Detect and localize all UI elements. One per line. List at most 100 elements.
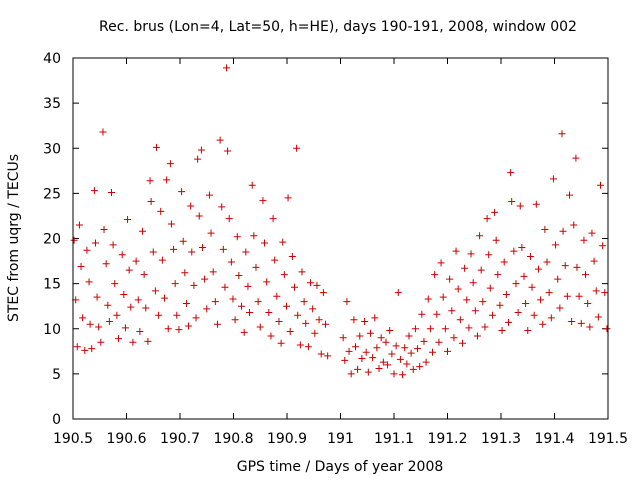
data-point <box>597 181 605 189</box>
data-point <box>218 203 226 211</box>
data-point <box>549 175 557 183</box>
data-point <box>354 365 362 373</box>
data-point <box>469 279 477 287</box>
data-point <box>178 188 186 196</box>
data-point <box>160 294 168 302</box>
data-point <box>284 194 292 202</box>
data-point <box>167 220 175 228</box>
data-point <box>588 229 596 237</box>
data-point <box>263 278 271 286</box>
data-point <box>532 200 540 208</box>
data-point <box>81 346 89 354</box>
data-point <box>418 310 426 318</box>
data-point <box>601 289 609 297</box>
data-point <box>390 370 398 378</box>
data-point <box>399 371 407 379</box>
data-point <box>534 265 542 273</box>
data-point <box>537 296 545 304</box>
data-point <box>187 202 195 210</box>
data-point <box>396 355 404 363</box>
data-point <box>375 364 383 372</box>
data-point <box>414 345 422 353</box>
data-point <box>514 309 522 317</box>
data-point <box>456 316 464 324</box>
data-point <box>563 292 571 300</box>
data-point <box>405 332 413 340</box>
data-point <box>492 236 500 244</box>
data-point <box>416 363 424 371</box>
data-point <box>409 365 417 373</box>
data-point <box>238 302 246 310</box>
data-point <box>100 225 108 233</box>
data-point <box>201 275 209 283</box>
data-point <box>454 285 462 293</box>
data-point <box>90 187 98 195</box>
data-point <box>114 335 122 343</box>
data-point <box>543 258 551 266</box>
data-point <box>280 271 288 279</box>
data-point <box>572 154 580 162</box>
data-point <box>296 341 304 349</box>
data-point <box>366 329 374 337</box>
data-point <box>288 253 296 261</box>
data-point <box>545 289 553 297</box>
data-point <box>279 238 287 246</box>
data-point <box>356 332 364 340</box>
data-point <box>121 324 129 332</box>
data-point <box>70 236 78 244</box>
data-point <box>250 232 258 240</box>
data-point <box>231 316 239 324</box>
y-tick-label: 10 <box>43 322 61 338</box>
data-point <box>134 296 142 304</box>
data-point <box>75 221 83 229</box>
data-point <box>496 301 504 309</box>
data-point <box>182 299 190 307</box>
data-point <box>422 358 430 366</box>
data-point <box>580 236 588 244</box>
data-point <box>111 280 119 288</box>
data-point <box>504 318 512 326</box>
data-point <box>246 309 254 317</box>
data-point <box>170 245 178 253</box>
data-point <box>450 334 458 342</box>
data-point <box>494 271 502 279</box>
data-point <box>339 334 347 342</box>
data-point <box>173 311 181 319</box>
data-point <box>420 337 428 345</box>
data-point <box>590 257 598 265</box>
y-tick-label: 5 <box>52 367 61 383</box>
data-point <box>377 334 385 342</box>
data-point <box>129 338 137 346</box>
data-point <box>108 188 116 196</box>
data-point <box>351 343 359 351</box>
data-point <box>508 197 516 205</box>
data-point <box>213 320 221 328</box>
data-point <box>512 280 520 288</box>
data-point <box>277 339 285 347</box>
data-point <box>175 326 183 334</box>
data-point <box>433 310 441 318</box>
data-point <box>244 282 252 290</box>
data-point <box>313 281 321 289</box>
data-point <box>350 316 358 324</box>
data-point <box>166 160 174 168</box>
data-point <box>568 318 576 326</box>
data-point <box>144 337 152 345</box>
data-point <box>362 348 370 356</box>
data-point <box>207 229 215 237</box>
data-point <box>467 250 475 258</box>
data-point <box>275 318 283 326</box>
data-point <box>426 325 434 333</box>
data-point <box>518 244 526 252</box>
y-tick-label: 35 <box>43 96 61 112</box>
data-point <box>195 212 203 220</box>
data-point <box>190 281 198 289</box>
data-point <box>556 304 564 312</box>
data-point <box>290 283 298 291</box>
x-tick-label: 190.6 <box>106 431 146 447</box>
data-point <box>559 227 567 235</box>
data-point <box>188 248 196 256</box>
data-point <box>361 318 369 326</box>
data-point <box>304 343 312 351</box>
data-point <box>136 327 144 335</box>
